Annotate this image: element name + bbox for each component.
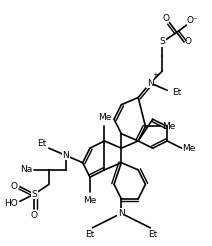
Text: N: N [62, 151, 69, 160]
Text: Me: Me [98, 113, 111, 122]
Text: N: N [147, 78, 154, 88]
Text: O: O [184, 37, 191, 46]
Text: Et: Et [172, 88, 181, 97]
Text: Et: Et [85, 230, 95, 239]
Text: Me: Me [162, 122, 176, 131]
Text: O: O [163, 14, 170, 23]
Text: S: S [159, 37, 165, 46]
Text: Et: Et [148, 230, 157, 239]
Text: O: O [31, 211, 38, 220]
Text: Me: Me [83, 197, 97, 205]
Text: O: O [11, 182, 18, 191]
Text: O⁻: O⁻ [187, 16, 198, 25]
Text: S: S [32, 189, 37, 199]
Text: Me: Me [182, 144, 195, 153]
Text: N: N [118, 209, 125, 218]
Text: HO: HO [4, 199, 18, 208]
Text: +: + [153, 72, 159, 78]
Text: Et: Et [37, 139, 46, 148]
Text: Na: Na [20, 165, 32, 174]
